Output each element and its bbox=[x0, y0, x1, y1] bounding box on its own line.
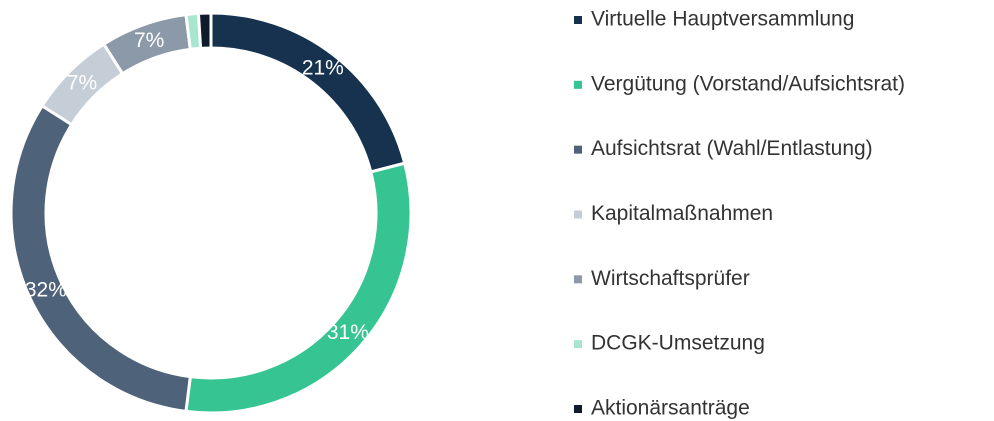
donut-segment bbox=[196, 11, 213, 50]
legend-label: Vergütung (Vorstand/Aufsichtsrat) bbox=[591, 72, 905, 95]
donut-segment bbox=[184, 161, 413, 415]
data-label: 21% bbox=[302, 56, 344, 79]
legend-marker bbox=[574, 80, 582, 89]
data-label: 7% bbox=[134, 29, 164, 52]
legend-marker bbox=[574, 275, 582, 284]
legend-marker bbox=[574, 405, 582, 413]
data-label: 31% bbox=[327, 321, 369, 344]
legend-marker bbox=[574, 340, 582, 349]
legend-label: Kapitalmaßnahmen bbox=[591, 202, 773, 225]
legend-label: Wirtschaftsprüfer bbox=[591, 267, 750, 290]
donut-segment bbox=[9, 103, 192, 414]
legend-marker bbox=[574, 145, 582, 154]
data-label: 7% bbox=[67, 71, 97, 94]
legend-label: Aufsichtsrat (Wahl/Entlastung) bbox=[591, 137, 873, 160]
legend-label: DCGK-Umsetzung bbox=[591, 332, 765, 355]
legend-marker bbox=[574, 210, 582, 219]
donut-segment bbox=[209, 11, 407, 174]
legend-label: Virtuelle Hauptversammlung bbox=[591, 8, 854, 31]
legend-label: Aktionärsanträge bbox=[591, 397, 750, 420]
legend-marker bbox=[574, 16, 582, 24]
data-label: 32% bbox=[25, 278, 67, 301]
